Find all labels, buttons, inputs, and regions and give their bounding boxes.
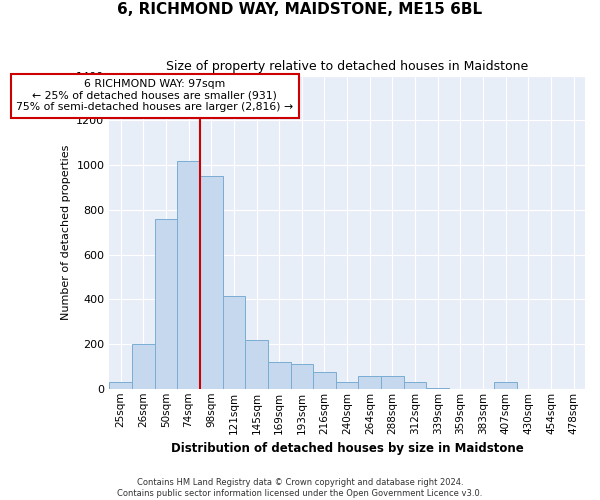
Bar [336, 382, 358, 389]
Bar [155, 218, 177, 389]
Bar [358, 376, 381, 389]
Bar [427, 388, 449, 389]
Bar [494, 382, 517, 389]
Text: 6, RICHMOND WAY, MAIDSTONE, ME15 6BL: 6, RICHMOND WAY, MAIDSTONE, ME15 6BL [118, 2, 482, 18]
Bar [313, 372, 336, 389]
Text: Contains HM Land Registry data © Crown copyright and database right 2024.
Contai: Contains HM Land Registry data © Crown c… [118, 478, 482, 498]
Bar [223, 296, 245, 389]
Title: Size of property relative to detached houses in Maidstone: Size of property relative to detached ho… [166, 60, 528, 73]
Bar [245, 340, 268, 389]
Bar [132, 344, 155, 389]
Bar [109, 382, 132, 389]
Bar [268, 362, 290, 389]
X-axis label: Distribution of detached houses by size in Maidstone: Distribution of detached houses by size … [171, 442, 524, 455]
Bar [404, 382, 427, 389]
Bar [290, 364, 313, 389]
Bar [177, 160, 200, 389]
Y-axis label: Number of detached properties: Number of detached properties [61, 144, 71, 320]
Bar [200, 176, 223, 389]
Text: 6 RICHMOND WAY: 97sqm
← 25% of detached houses are smaller (931)
75% of semi-det: 6 RICHMOND WAY: 97sqm ← 25% of detached … [16, 79, 293, 112]
Bar [381, 376, 404, 389]
